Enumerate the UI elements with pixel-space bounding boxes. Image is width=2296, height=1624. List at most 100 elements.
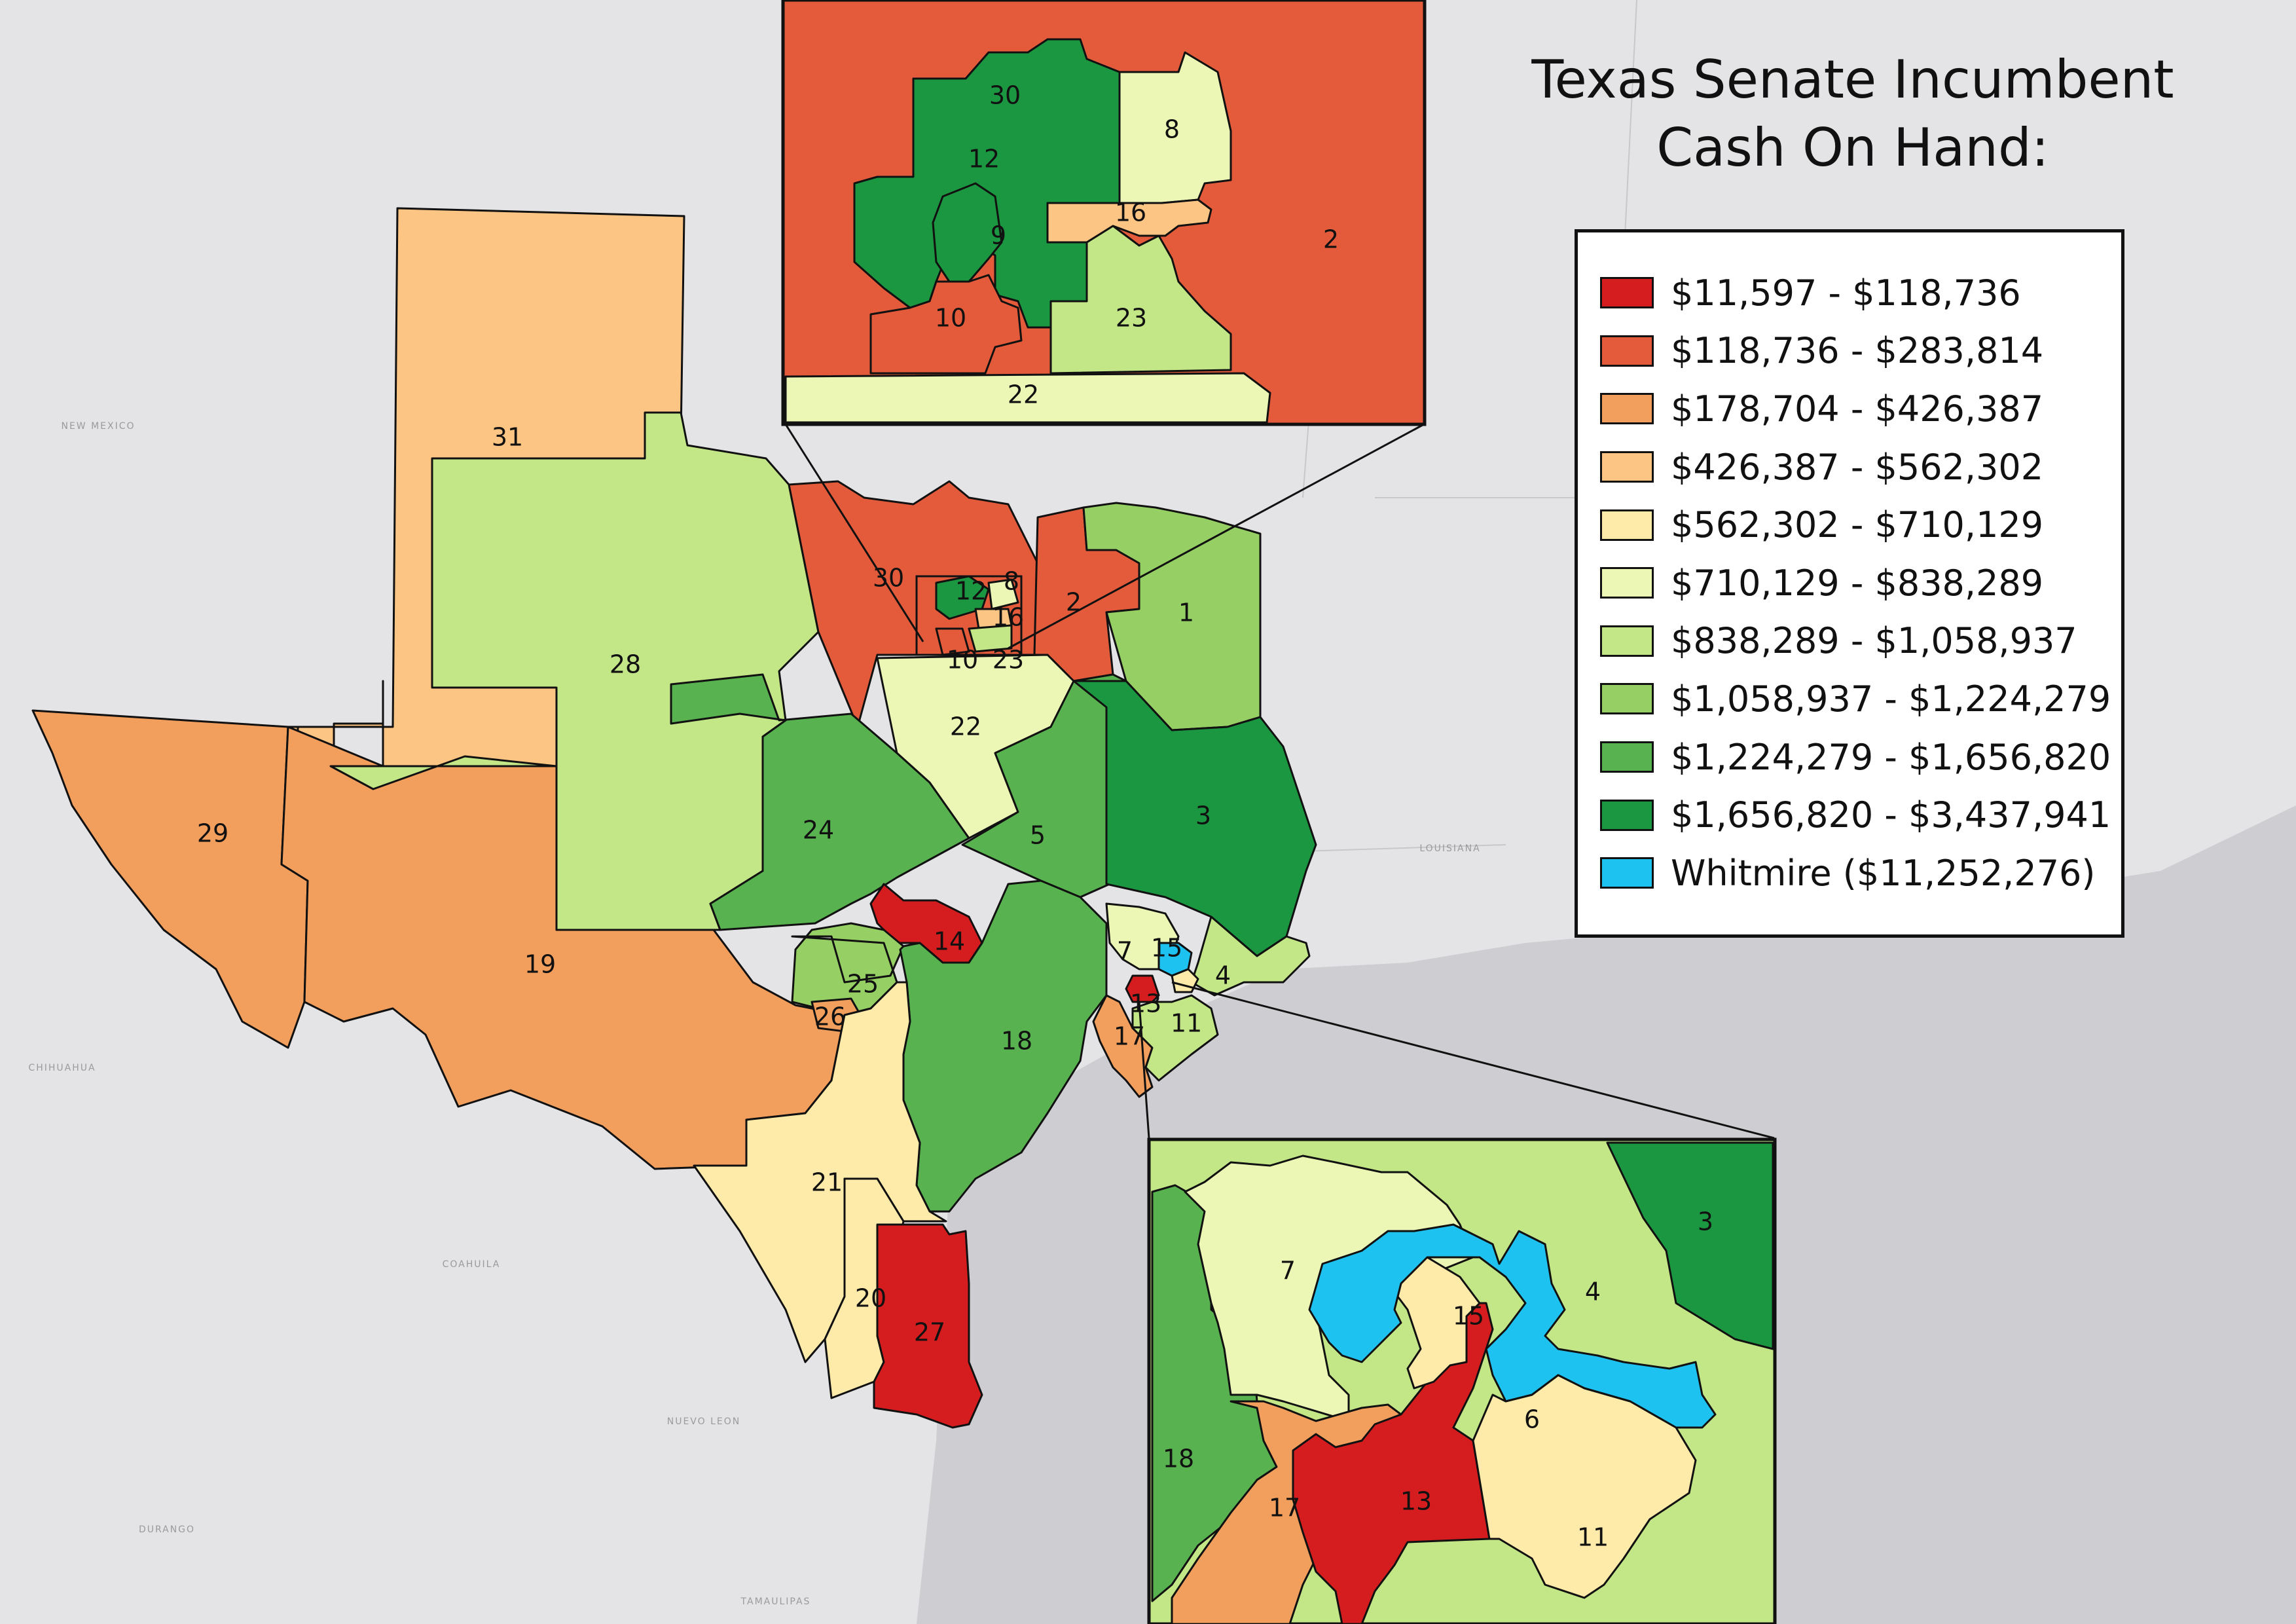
legend-label: $178,704 - $426,387	[1671, 388, 2044, 430]
legend-swatch	[1600, 683, 1654, 715]
label-21: 21	[811, 1168, 843, 1197]
label-17: 17	[1114, 1022, 1145, 1051]
inset-h-district-6	[1472, 1374, 1697, 1599]
inset-label-30: 30	[989, 81, 1021, 110]
legend-item: $710,129 - $838,289	[1600, 554, 2121, 612]
legend-swatch	[1600, 799, 1654, 831]
label-18: 18	[1001, 1027, 1032, 1056]
legend-label: $1,224,279 - $1,656,820	[1671, 736, 2111, 778]
label-25: 25	[847, 970, 879, 999]
district-30	[788, 480, 1039, 728]
inset-h-label-4: 4	[1585, 1278, 1601, 1306]
legend-swatch	[1600, 567, 1654, 599]
legend-item: $1,656,820 - $3,437,941	[1600, 786, 2121, 844]
inset-h-district-3	[1606, 1141, 1774, 1350]
district-10-mini	[935, 627, 970, 656]
inset-h-label-15: 15	[1453, 1302, 1484, 1331]
place-tamaulipas: TAMAULIPAS	[740, 1596, 811, 1607]
label-8: 8	[1004, 567, 1019, 596]
legend-label: $562,302 - $710,129	[1671, 504, 2044, 546]
label-28: 28	[610, 650, 641, 679]
district-13	[1125, 974, 1160, 1003]
district-11	[1131, 994, 1219, 1082]
label-24: 24	[803, 816, 834, 845]
district-24	[670, 673, 970, 931]
inset-label-9: 9	[991, 221, 1006, 250]
label-19: 19	[524, 950, 556, 979]
place-new-mexico: NEW MEXICO	[61, 421, 135, 432]
legend-item: $1,224,279 - $1,656,820	[1600, 728, 2121, 786]
legend-label: $1,058,937 - $1,224,279	[1671, 678, 2111, 720]
map-title-line-2: Cash On Hand:	[1656, 117, 2049, 178]
legend-item: $178,704 - $426,387	[1600, 380, 2121, 438]
legend-label: $11,597 - $118,736	[1671, 272, 2021, 314]
inset-label-2: 2	[1323, 225, 1339, 254]
district-27	[873, 1223, 983, 1429]
place-coahuila: COAHUILA	[443, 1259, 501, 1270]
legend-swatch	[1600, 335, 1654, 367]
place-louisiana: LOUISIANA	[1419, 843, 1480, 854]
inset-h-label-6: 6	[1524, 1405, 1540, 1434]
label-1: 1	[1178, 599, 1194, 627]
inset-label-10: 10	[935, 304, 966, 333]
legend-label: $710,129 - $838,289	[1671, 562, 2044, 604]
label-22: 22	[950, 712, 981, 741]
legend-label: $426,387 - $562,302	[1671, 446, 2044, 488]
place-durango: DURANGO	[139, 1524, 195, 1535]
main-map	[31, 207, 1317, 1429]
inset-h-label-11: 11	[1577, 1523, 1609, 1552]
label-10: 10	[947, 646, 978, 674]
legend-label: Whitmire ($11,252,276)	[1671, 852, 2096, 894]
dfw-inset: 30 8 12 16 2 9 10 23 22	[781, 0, 1427, 426]
legend-item: $838,289 - $1,058,937	[1600, 612, 2121, 671]
inset-h-district-13	[1292, 1302, 1494, 1624]
legend-item: $562,302 - $710,129	[1600, 496, 2121, 554]
legend-swatch	[1600, 277, 1654, 309]
houston-inset: 3 7 4 15 6 18 17 13 11	[1147, 1137, 1777, 1624]
place-chihuahua: CHIHUAHUA	[28, 1063, 96, 1073]
label-26: 26	[814, 1003, 846, 1031]
inset-h-label-17: 17	[1269, 1494, 1300, 1522]
legend-swatch	[1600, 393, 1654, 425]
label-27: 27	[914, 1318, 945, 1347]
legend-item: $118,736 - $283,814	[1600, 322, 2121, 380]
label-4: 4	[1215, 961, 1231, 990]
label-29: 29	[197, 819, 228, 848]
inset-label-12: 12	[968, 145, 1000, 174]
inset-label-23: 23	[1116, 304, 1147, 333]
inset-label-16: 16	[1115, 198, 1146, 227]
label-7: 7	[1117, 937, 1133, 966]
label-5: 5	[1030, 821, 1046, 850]
map-title-line-1: Texas Senate Incumbent	[1531, 49, 2174, 110]
district-8-mini	[987, 578, 1019, 610]
inset-h-label-18: 18	[1163, 1445, 1194, 1473]
legend-swatch	[1600, 509, 1654, 541]
label-2: 2	[1066, 588, 1082, 617]
callout-lines	[784, 423, 1775, 1139]
inset-district-22	[784, 372, 1271, 424]
map-title: Texas Senate Incumbent Cash On Hand:	[1525, 46, 2180, 182]
legend: $11,597 - $118,736 $118,736 - $283,814 $17…	[1575, 229, 2124, 938]
inset-label-8: 8	[1164, 115, 1180, 144]
legend-swatch	[1600, 451, 1654, 483]
inset-label-22: 22	[1008, 380, 1039, 409]
label-14: 14	[934, 927, 965, 956]
label-3: 3	[1195, 802, 1211, 830]
legend-item: Whitmire ($11,252,276)	[1600, 844, 2121, 902]
label-20: 20	[855, 1284, 886, 1313]
label-15: 15	[1151, 934, 1182, 963]
label-13: 13	[1130, 989, 1161, 1018]
legend-swatch	[1600, 741, 1654, 773]
label-23: 23	[993, 646, 1024, 674]
legend-item: $426,387 - $562,302	[1600, 438, 2121, 496]
place-nuevo-leon: NUEVO LEON	[667, 1416, 741, 1427]
legend-item: $1,058,937 - $1,224,279	[1600, 670, 2121, 728]
inset-h-label-13: 13	[1400, 1487, 1432, 1516]
legend-item: $11,597 - $118,736	[1600, 264, 2121, 322]
inset-district-10	[869, 274, 1023, 375]
inset-h-label-3: 3	[1698, 1208, 1713, 1236]
inset-district-9	[932, 182, 1003, 283]
legend-swatch	[1600, 625, 1654, 657]
label-12: 12	[955, 577, 987, 606]
